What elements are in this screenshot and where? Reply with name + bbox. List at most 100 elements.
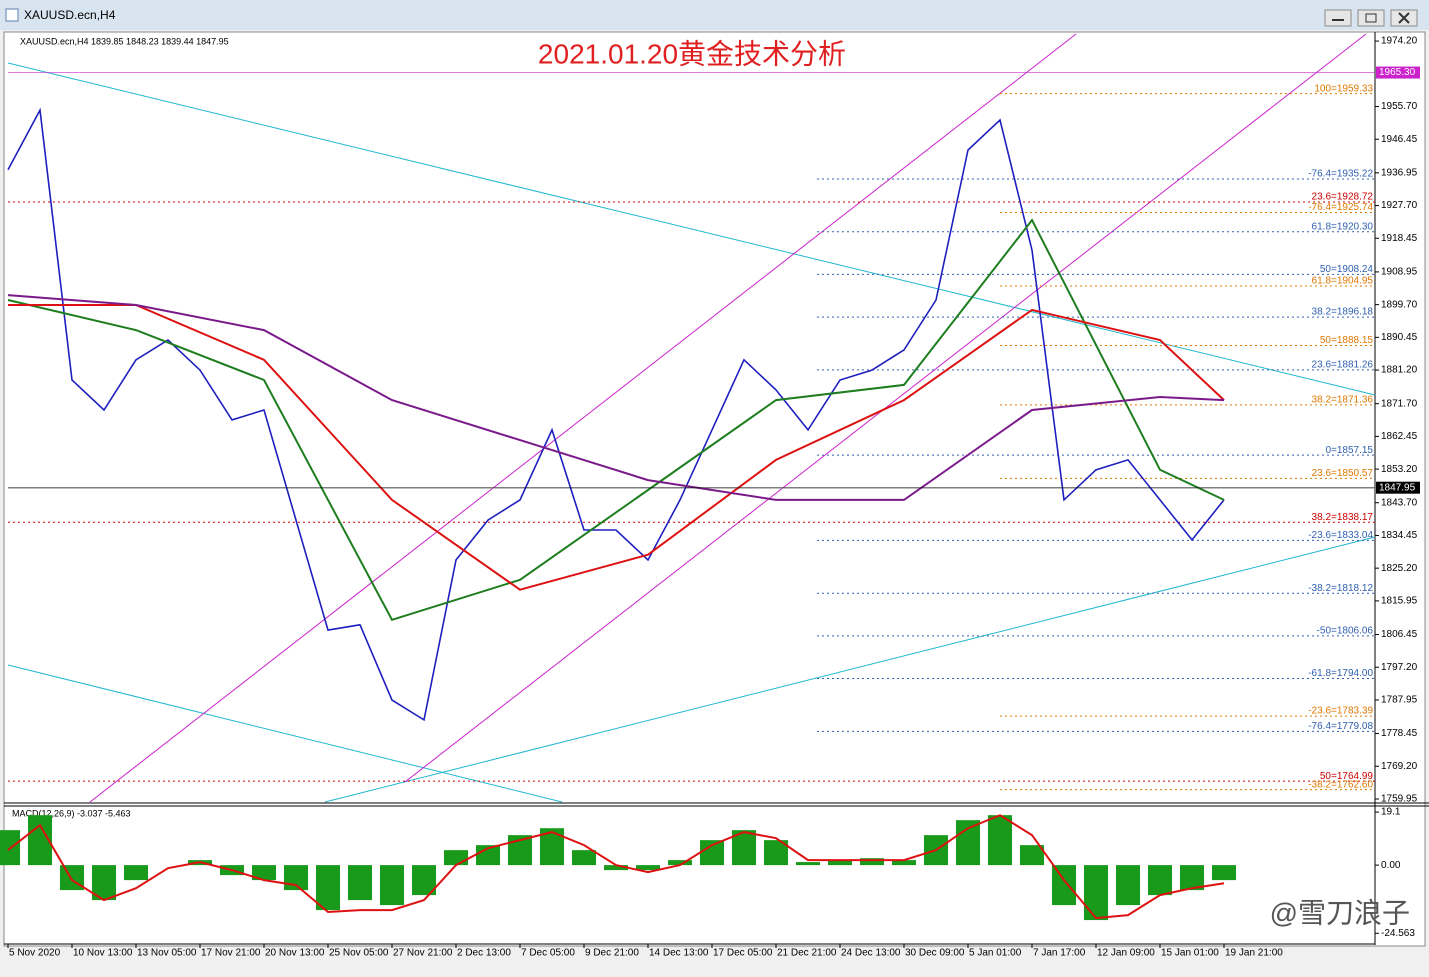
fib-label: 38.2=1896.18 (1312, 307, 1374, 318)
y-tick-label: 1759.95 (1381, 794, 1418, 805)
chart-title: 2021.01.20黄金技术分析 (538, 38, 846, 69)
macd-bar (1116, 865, 1140, 906)
macd-bar (124, 865, 148, 881)
y-tick-label: 1834.45 (1381, 530, 1418, 541)
y-tick-label: 1778.45 (1381, 728, 1418, 739)
fib-label: -50=1806.06 (1317, 626, 1374, 637)
x-tick-label: 2 Dec 13:00 (457, 948, 511, 959)
y-tick-label: 1862.45 (1381, 431, 1418, 442)
macd-bar (1180, 865, 1204, 891)
price-line (7, 294, 1225, 501)
price-line (8, 304, 1225, 591)
fib-label: -76.4=1935.22 (1308, 169, 1373, 180)
symbol-header: XAUUSD.ecn,H4 1839.85 1848.23 1839.44 18… (20, 36, 229, 46)
y-tick-label: 1890.45 (1381, 332, 1418, 343)
x-tick-label: 5 Jan 01:00 (969, 948, 1022, 959)
trend-line (7, 62, 1376, 396)
x-tick-label: 27 Nov 21:00 (393, 948, 453, 959)
macd-bar (988, 815, 1012, 866)
y-tick-label: 1955.70 (1381, 101, 1418, 112)
y-tick-label: 1927.70 (1381, 200, 1418, 211)
fib-label: 23.6=1850.57 (1312, 468, 1374, 479)
macd-bar (380, 865, 404, 906)
y-tick-label: 1843.70 (1381, 497, 1418, 508)
macd-bar (1084, 865, 1108, 921)
macd-bar (956, 820, 980, 866)
x-tick-label: 20 Nov 13:00 (265, 948, 325, 959)
fib-label: 50=1888.15 (1320, 335, 1374, 346)
macd-bar (1212, 865, 1236, 881)
macd-bar (1052, 865, 1076, 906)
fib-label: 61.8=1920.30 (1312, 221, 1374, 232)
y-tick-label: 1899.70 (1381, 299, 1418, 310)
y-tick-label: 1815.95 (1381, 596, 1418, 607)
macd-bar (636, 865, 660, 871)
price-marker-label: 1847.95 (1379, 482, 1416, 493)
x-tick-label: 30 Dec 09:00 (905, 948, 965, 959)
x-tick-label: 19 Jan 21:00 (1225, 948, 1283, 959)
macd-bar (476, 845, 500, 866)
macd-bar (1148, 865, 1172, 896)
fib-label: 50=1764.99 (1320, 771, 1374, 782)
x-tick-label: 25 Nov 05:00 (329, 948, 389, 959)
title-bar (0, 0, 1429, 30)
x-tick-label: 24 Dec 13:00 (841, 948, 901, 959)
y-tick-label: 1936.95 (1381, 167, 1418, 178)
macd-bar (892, 860, 916, 866)
fib-label: 0=1857.15 (1325, 445, 1373, 456)
price-line (7, 218, 1225, 622)
y-tick-label: 0.00 (1381, 860, 1401, 871)
macd-bar (348, 865, 372, 901)
fib-label: -23.6=1783.39 (1308, 706, 1373, 717)
x-tick-label: 7 Jan 17:00 (1033, 948, 1086, 959)
fib-label: 100=1959.33 (1314, 83, 1373, 94)
minimize-button[interactable] (1324, 9, 1352, 27)
x-tick-label: 10 Nov 13:00 (73, 948, 133, 959)
signal-line (7, 814, 1225, 920)
x-tick-label: 17 Nov 21:00 (201, 948, 261, 959)
restore-button[interactable] (1357, 9, 1385, 27)
y-tick-label: 1769.20 (1381, 761, 1418, 772)
window-title: XAUUSD.ecn,H4 (24, 8, 116, 22)
x-tick-label: 5 Nov 2020 (9, 948, 61, 959)
price-marker-box (1376, 481, 1420, 494)
trend-line (7, 664, 563, 803)
fib-label: -76.4=1779.08 (1308, 721, 1373, 732)
y-tick-label: 1797.20 (1381, 662, 1418, 673)
macd-bar (604, 865, 628, 871)
y-tick-label: -24.563 (1381, 928, 1415, 939)
app-icon (5, 8, 19, 22)
close-icon (1398, 12, 1410, 24)
fib-label: 23.6=1928.72 (1312, 192, 1374, 203)
channel-line (89, 33, 1077, 803)
y-tick-label: 1918.45 (1381, 233, 1418, 244)
fib-label: -38.2=1818.12 (1308, 583, 1373, 594)
macd-bar (860, 858, 884, 866)
y-tick-label: 1946.45 (1381, 134, 1418, 145)
y-tick-label: 1825.20 (1381, 563, 1418, 574)
price-line (7, 107, 1225, 722)
fib-label: 61.8=1904.95 (1312, 276, 1374, 287)
y-tick-label: 1853.20 (1381, 464, 1418, 475)
fib-label: 38.2=1871.36 (1312, 395, 1374, 406)
chart-area (3, 31, 1426, 947)
x-tick-label: 21 Dec 21:00 (777, 948, 837, 959)
x-tick-label: 13 Nov 05:00 (137, 948, 197, 959)
x-tick-label: 12 Jan 09:00 (1097, 948, 1155, 959)
x-tick-label: 15 Jan 01:00 (1161, 948, 1219, 959)
y-tick-label: 1974.20 (1381, 36, 1418, 47)
macd-bar (668, 860, 692, 866)
fib-label: -38.2=1762.60 (1308, 779, 1373, 790)
price-marker-box (1376, 66, 1420, 79)
y-tick-label: 1787.95 (1381, 695, 1418, 706)
watermark: @雪刀浪子 (1270, 897, 1410, 928)
x-tick-label: 14 Dec 13:00 (649, 948, 709, 959)
y-tick-label: 1908.95 (1381, 267, 1418, 278)
macd-bar (828, 860, 852, 866)
trend-line (324, 536, 1376, 803)
macd-bar (572, 850, 596, 866)
y-tick-label: 1881.20 (1381, 365, 1418, 376)
macd-bar (252, 865, 276, 881)
